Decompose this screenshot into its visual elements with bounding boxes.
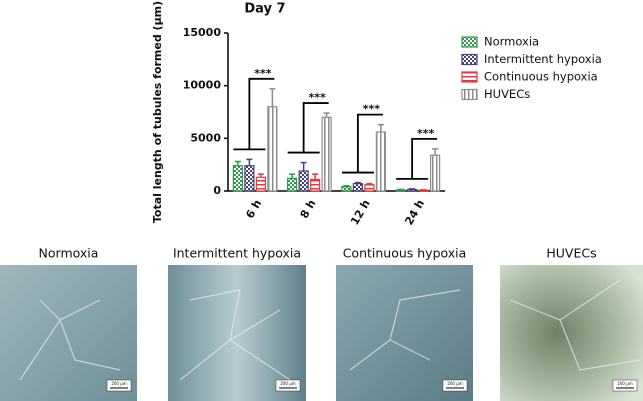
significance-bracket [287, 102, 329, 154]
error-bar [397, 188, 404, 191]
scale-bar-label: 200 μm [111, 381, 126, 386]
legend-swatch [461, 88, 478, 101]
y-tick-label: 5000 [190, 131, 221, 144]
error-bar [323, 112, 330, 118]
error-bar [343, 184, 350, 187]
y-tick-label: 10000 [183, 79, 222, 92]
scale-bar-box [106, 379, 132, 392]
bar [321, 116, 332, 192]
error-bar [354, 181, 361, 184]
bar [430, 154, 441, 192]
error-bar [312, 173, 319, 180]
y-axis-label: Total length of tubules formed (μm) [151, 1, 164, 223]
significance-label: *** [308, 91, 326, 104]
error-bar [234, 160, 241, 166]
micrograph [500, 265, 643, 401]
scale-bar-box [442, 379, 468, 392]
legend-swatch [461, 53, 478, 66]
bar [255, 176, 266, 192]
micrographs [0, 265, 643, 401]
bar [244, 165, 255, 192]
error-bar [257, 173, 264, 178]
bar [375, 131, 386, 192]
error-bar [289, 173, 296, 179]
scale-bar-box [612, 379, 638, 392]
legend-swatch [461, 71, 478, 83]
error-bar [432, 148, 439, 156]
scale-bar-box [275, 379, 301, 392]
error-bar [377, 123, 384, 133]
x-tick-label: 24 h [402, 198, 427, 228]
image-caption: Intermittent hypoxia [173, 246, 301, 261]
micrograph [168, 265, 306, 401]
error-bar [409, 188, 416, 190]
significance-label: *** [254, 67, 272, 80]
significance-bracket [341, 113, 383, 174]
cell-network [19, 279, 641, 381]
error-bar [269, 88, 276, 107]
bar [364, 184, 375, 192]
micrograph [336, 265, 473, 401]
bar [267, 106, 278, 192]
error-bar [300, 161, 307, 171]
y-tick-label: 15000 [183, 26, 222, 39]
image-caption: HUVECs [546, 246, 596, 261]
bar [232, 165, 243, 192]
bar [310, 178, 321, 192]
image-caption: Continuous hypoxia [343, 246, 467, 261]
error-bar [366, 182, 373, 185]
chart-title: Day 7 [244, 2, 285, 17]
scale-bar-label: 200 μm [280, 381, 295, 386]
y-tick-label: 0 [213, 184, 221, 197]
significance-label: *** [417, 127, 435, 140]
legend-label: Continuous hypoxia [484, 70, 598, 84]
significance-bracket [396, 137, 438, 180]
significance-label: *** [363, 103, 381, 116]
legend-label: HUVECs [484, 87, 530, 101]
x-tick-label: 6 h [243, 198, 264, 221]
x-tick-label: 12 h [348, 198, 373, 228]
legend-swatch [461, 36, 478, 48]
micrograph [0, 265, 137, 401]
x-tick-label: 8 h [298, 198, 319, 221]
bar [407, 188, 418, 192]
image-caption: Normoxia [39, 246, 99, 261]
bar [298, 170, 309, 192]
scale-bar-label: 200 μm [617, 381, 632, 386]
bar [287, 177, 298, 192]
error-bar [246, 158, 253, 166]
legend-label: Intermittent hypoxia [484, 52, 602, 66]
legend-label: Normoxia [484, 35, 539, 49]
bar [352, 183, 363, 192]
scale-bar-label: 200 μm [447, 381, 462, 386]
significance-bracket [233, 77, 275, 151]
bar [341, 186, 352, 192]
